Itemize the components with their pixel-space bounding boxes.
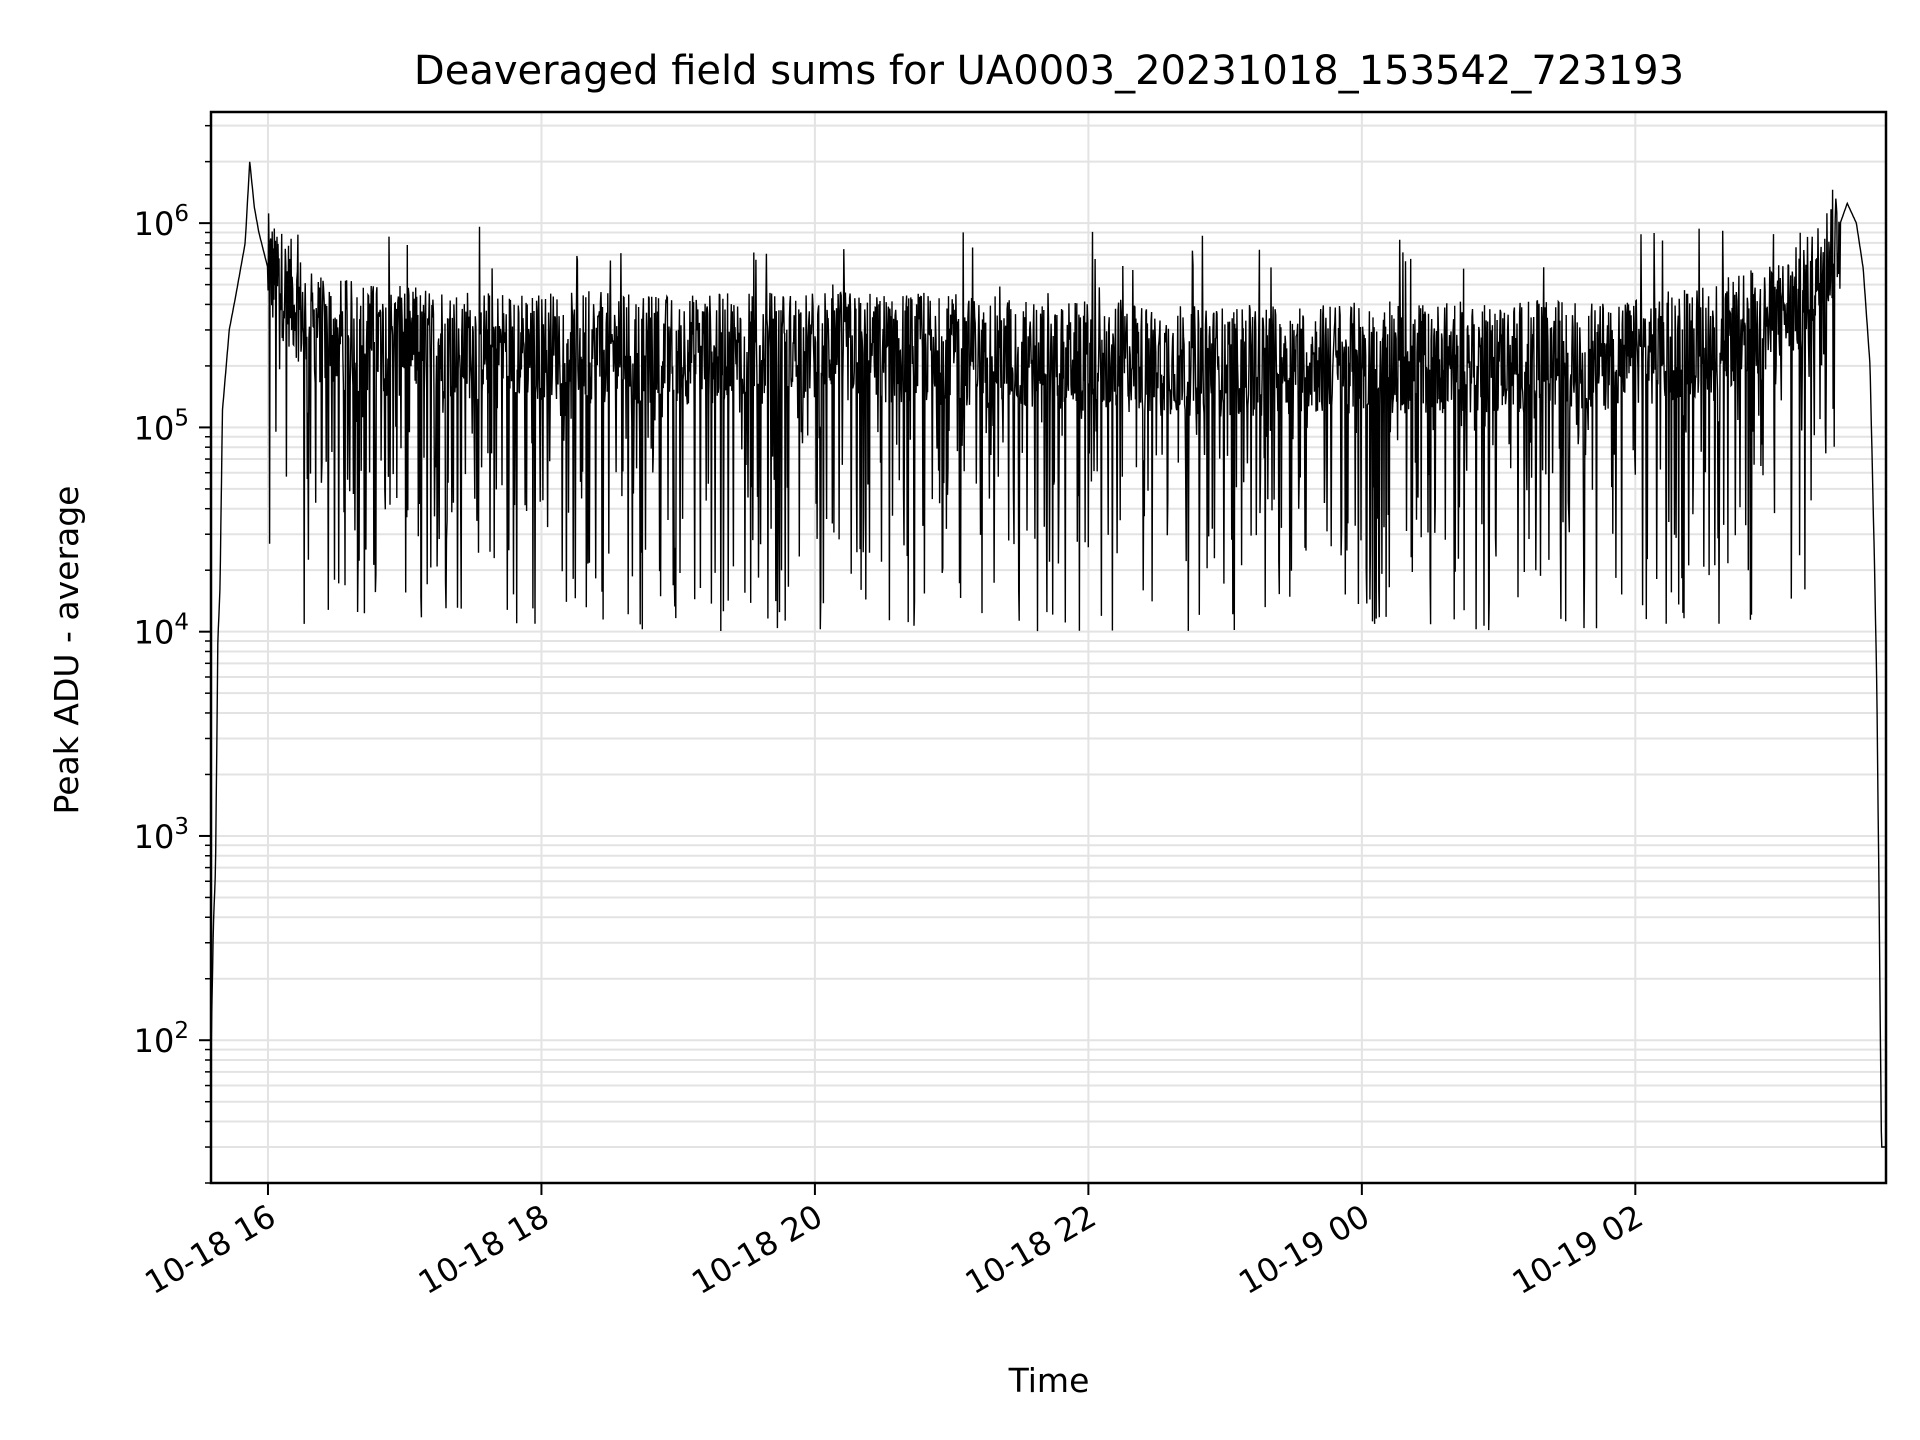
chart-title: Deaveraged field sums for UA0003_2023101… (414, 48, 1684, 94)
y-tick-label: 103 (134, 814, 189, 856)
x-tick-label: 10-18 22 (959, 1197, 1103, 1302)
x-axis-label: Time (1008, 1361, 1090, 1400)
y-tick-label: 102 (134, 1018, 189, 1060)
series-line (210, 161, 1886, 1148)
y-tick-label: 104 (134, 610, 189, 652)
y-tick-label: 106 (134, 201, 189, 243)
y-tick-label: 105 (134, 405, 189, 447)
x-tick-label: 10-19 02 (1506, 1197, 1650, 1302)
x-tick-label: 10-18 20 (685, 1197, 829, 1302)
x-tick-label: 10-18 18 (412, 1197, 556, 1302)
x-axis: 10-18 16 10-18 18 10-18 20 10-18 22 10-19 00… (138, 1183, 1649, 1302)
grid (211, 112, 1886, 1184)
y-axis-label: Peak ADU - average (47, 486, 86, 815)
plot-frame (209, 110, 1888, 1185)
y-axis: 102 103 104 105 106 (134, 124, 211, 1184)
series (210, 161, 1886, 1148)
x-tick-label: 10-19 00 (1232, 1197, 1376, 1302)
x-tick-label: 10-18 16 (138, 1197, 282, 1302)
